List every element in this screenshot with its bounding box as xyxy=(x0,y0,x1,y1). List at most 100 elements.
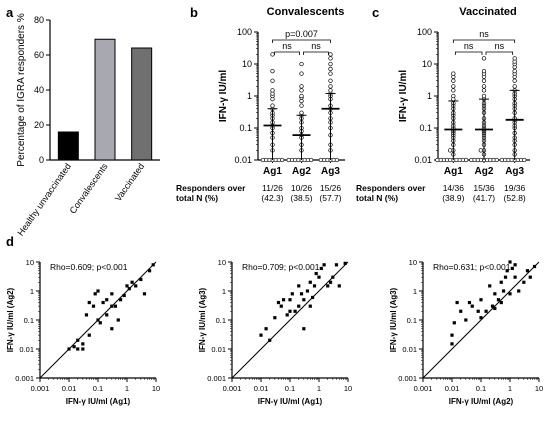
d4-data-point xyxy=(264,327,268,331)
d4-data-point xyxy=(288,298,292,302)
d3-data-point xyxy=(76,347,80,351)
d4-data-point xyxy=(279,304,283,308)
d5-data-point xyxy=(517,289,521,293)
p1-data-point xyxy=(299,103,304,108)
a-y-tick-label: 40 xyxy=(34,85,44,95)
p1-comparison-label: ns xyxy=(282,41,292,51)
p1-data-point xyxy=(328,56,333,61)
d5-correlation-annotation: Rho=0.631; p<0.001 xyxy=(433,262,511,272)
p1-data-point xyxy=(299,98,304,104)
p2-data-point xyxy=(512,78,517,83)
p1-comparison-label: ns xyxy=(311,41,321,51)
d3-data-point xyxy=(76,338,80,342)
p2-y-tick-label: 10 xyxy=(422,59,432,69)
p2-y-tick-label: 1 xyxy=(427,91,432,101)
d5-y-axis-label: IFN-γ IU/ml (Ag3) xyxy=(389,287,398,352)
a-y-tick-label: 20 xyxy=(34,120,44,130)
d4-data-point xyxy=(302,298,306,302)
p1-data-point xyxy=(318,157,324,163)
d4-identity-line xyxy=(231,261,349,379)
a-bar-0 xyxy=(57,131,79,161)
d4-data-point xyxy=(310,295,315,300)
d3-x-tick-label: 0.001 xyxy=(31,384,50,393)
d5-data-point xyxy=(464,318,468,322)
d5-data-point xyxy=(532,264,537,269)
d3-data-point xyxy=(91,304,96,308)
p2-comparison-label: ns xyxy=(464,41,474,51)
d5-x-tick-label: 1 xyxy=(508,384,512,393)
p1-data-point xyxy=(328,52,333,57)
d4-data-point xyxy=(259,333,263,337)
p2-title: Vaccinated xyxy=(459,6,516,18)
d5-y-tick-label: 0.01 xyxy=(402,345,417,354)
d3-y-tick-label: 0.1 xyxy=(24,316,34,325)
a-category-label: Vaccinated xyxy=(113,161,146,203)
d3-data-point xyxy=(130,280,134,284)
d4-data-point xyxy=(285,313,289,317)
panel-letter-c: c xyxy=(372,5,379,20)
d3-x-axis-label: IFN-γ IU/ml (Ag1) xyxy=(66,397,131,406)
p1-data-point xyxy=(328,71,333,76)
d4-x-tick-label: 1 xyxy=(317,384,321,393)
d5-x-tick-label: 0.01 xyxy=(445,384,460,393)
a-y-axis-label: Percentage of IGRA responders % xyxy=(16,13,27,167)
d3-data-point xyxy=(142,292,147,296)
d5-y-tick-label: 10 xyxy=(409,258,417,267)
d4-data-point xyxy=(322,263,326,267)
p2-data-point xyxy=(522,157,527,163)
d3-data-point xyxy=(87,300,91,305)
d3-y-tick-label: 0.001 xyxy=(15,374,34,383)
d4-data-point xyxy=(343,261,347,265)
d5-data-point xyxy=(467,300,472,305)
d4-data-point xyxy=(302,327,306,331)
p2-data-point xyxy=(481,68,487,74)
d5-data-point xyxy=(510,266,514,271)
p1-data-point xyxy=(260,157,266,163)
p2-data-point xyxy=(512,56,517,61)
d5-data-point xyxy=(479,298,483,302)
a-bar-1 xyxy=(94,38,116,161)
d3-x-tick-label: 10 xyxy=(152,384,160,393)
d3-data-point xyxy=(110,292,114,296)
p2-responders-label: total N (%) xyxy=(356,193,398,203)
d3-data-point xyxy=(81,347,85,351)
panel-a-bar-chart: 0 20 40 60 80 Percentage of IGRA responders %… xyxy=(15,13,160,238)
a-category-label: Healthy unvaccinated xyxy=(15,161,73,237)
p2-data-point xyxy=(512,68,517,74)
d5-data-point xyxy=(503,275,508,279)
d3-x-tick-label: 0.1 xyxy=(93,384,103,393)
a-y-tick-label: 80 xyxy=(34,15,44,25)
p1-responders-label: total N (%) xyxy=(176,193,218,203)
d5-identity-line xyxy=(422,261,540,379)
d5-data-point xyxy=(528,275,532,279)
p1-y-tick-label: 10 xyxy=(242,59,252,69)
d5-y-tick-label: 1 xyxy=(413,287,417,296)
d4-data-point xyxy=(276,300,281,305)
p2-category-label: Ag1 xyxy=(444,166,463,177)
p1-comparison-label: p=0.007 xyxy=(285,29,318,39)
d5-data-point xyxy=(493,306,497,311)
p1-data-point xyxy=(270,88,275,93)
p1-category-label: Ag1 xyxy=(263,166,282,177)
p1-responders-value: 11/26 xyxy=(262,183,283,193)
p2-data-point xyxy=(451,93,456,99)
p2-category-label: Ag2 xyxy=(475,166,494,177)
p2-data-point xyxy=(481,93,487,99)
d5-data-point xyxy=(525,269,530,273)
p2-data-point xyxy=(435,157,440,163)
p1-data-point xyxy=(299,61,304,67)
d5-data-point xyxy=(490,304,495,308)
p2-responders-percent: (52.8) xyxy=(504,193,526,203)
d3-y-tick-label: 1 xyxy=(30,287,34,296)
p1-comparison-bracket xyxy=(274,51,300,55)
panel-letter-a: a xyxy=(6,5,14,20)
p1-data-point xyxy=(328,61,333,67)
p1-data-point xyxy=(270,68,275,74)
d4-y-tick-label: 0.1 xyxy=(216,316,226,325)
p1-data-point xyxy=(328,78,333,83)
d5-data-point xyxy=(479,316,483,320)
p2-responders-percent: (38.9) xyxy=(442,193,464,203)
d4-y-tick-label: 0.001 xyxy=(207,374,226,383)
